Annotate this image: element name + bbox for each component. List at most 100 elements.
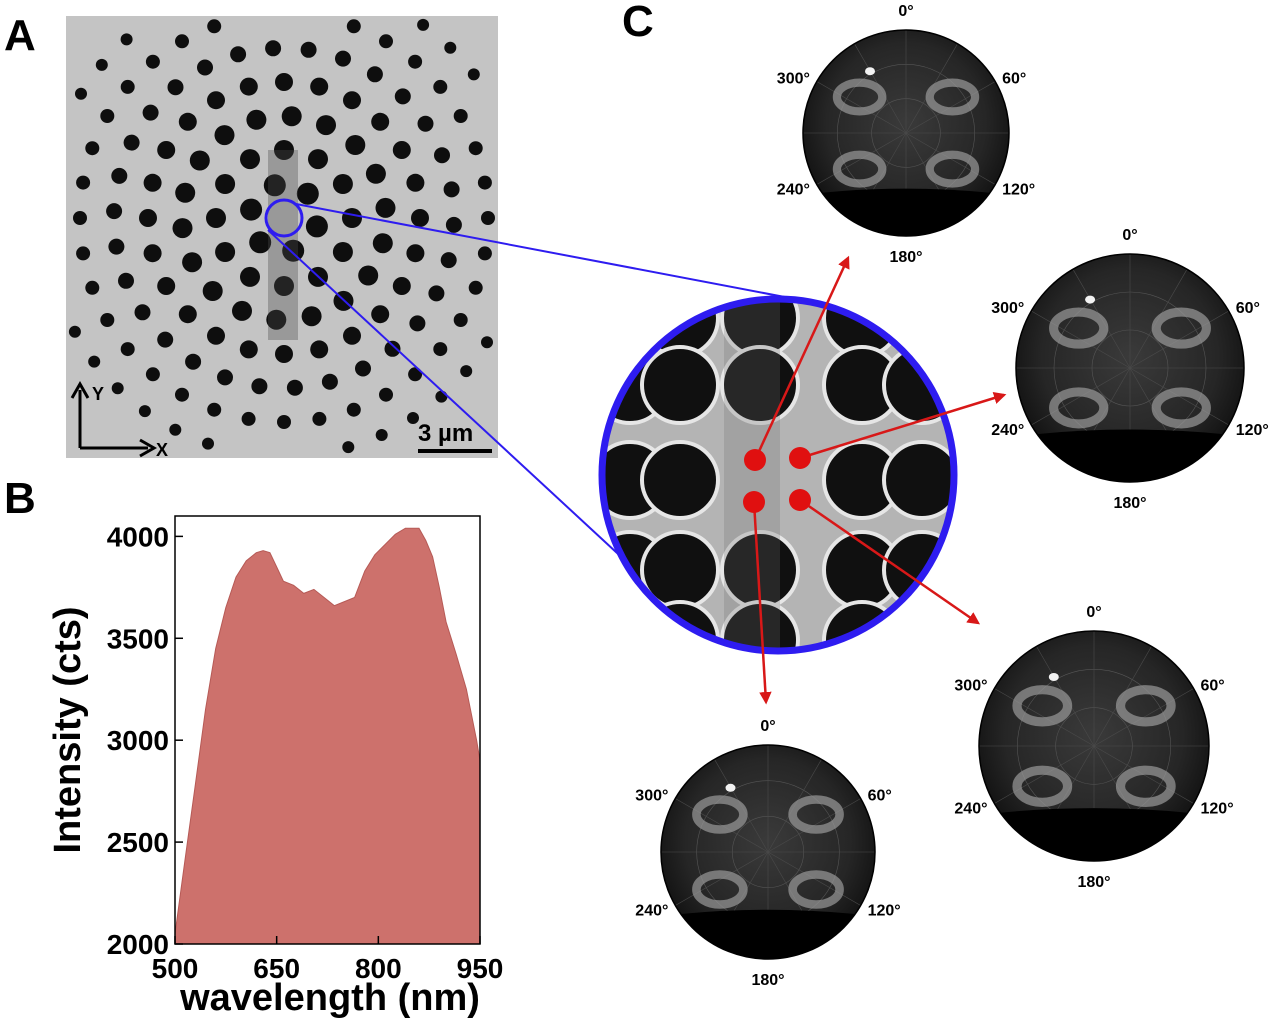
polar-angle-label: 0° xyxy=(1122,227,1137,244)
sem-hole xyxy=(230,46,247,63)
polar-angle-label: 0° xyxy=(1086,604,1101,621)
emission-lobe xyxy=(1012,765,1073,808)
sem-hole xyxy=(460,365,473,378)
sem-hole xyxy=(240,266,260,287)
polar-pattern-lower-right: 0° 60° 120° 180° 240° 300° xyxy=(954,604,1233,891)
sem-hole xyxy=(286,379,303,396)
sem-hole xyxy=(241,411,256,426)
sem-hole xyxy=(355,360,371,377)
polar-border xyxy=(978,630,1210,862)
sem-hole xyxy=(282,239,305,262)
polar-spoke xyxy=(1093,688,1194,747)
arrow-to-lower-right-pattern xyxy=(799,498,981,625)
sem-hole xyxy=(265,40,282,57)
y-tick-label: 2000 xyxy=(107,929,169,960)
sem-hole xyxy=(392,277,411,295)
sem-hole xyxy=(453,313,468,327)
sem-hole xyxy=(365,163,386,184)
xy-axes-indicator xyxy=(70,380,158,458)
sem-hole xyxy=(275,345,293,363)
spectrum-chart: 500 650 800 950 2000 2500 3000 3500 4000 wavelen… xyxy=(47,515,504,1019)
sem-hole xyxy=(88,355,101,368)
polar-angle-label: 120° xyxy=(1002,182,1035,199)
sem-hole xyxy=(477,246,492,261)
polar-pattern-top: 0° 60° 120° 180° 240° 300° xyxy=(777,3,1035,266)
sem-hole xyxy=(178,305,197,324)
sem-hole xyxy=(239,340,258,359)
magnified-hole xyxy=(640,600,720,651)
polar-angle-label: 60° xyxy=(1002,71,1026,88)
polar-angle-label: 120° xyxy=(868,903,901,920)
sem-hole xyxy=(100,313,115,327)
sem-hole xyxy=(232,300,252,321)
sem-hole xyxy=(167,79,184,96)
sem-hole xyxy=(411,209,429,227)
sem-hole xyxy=(332,242,353,262)
sem-hole xyxy=(157,331,174,348)
polar-angle-label: 240° xyxy=(991,422,1024,439)
sem-hole xyxy=(120,79,135,94)
polar-angle-label: 60° xyxy=(1201,678,1225,695)
polar-pattern-right: 0° 60° 120° 180° 240° 300° xyxy=(991,227,1269,512)
polar-shadow-segment xyxy=(1037,429,1223,483)
emission-lobe xyxy=(1049,387,1109,429)
y-tick-label: 3500 xyxy=(107,623,169,654)
sem-hole xyxy=(343,326,361,345)
sem-hole xyxy=(202,281,223,301)
x-tick-label: 650 xyxy=(253,953,300,984)
sem-hole xyxy=(281,106,302,127)
sem-hole xyxy=(169,423,182,436)
sem-hole xyxy=(477,175,492,190)
magnified-hole xyxy=(640,440,720,520)
arrow-to-right-pattern xyxy=(799,391,1007,460)
measure-point-2 xyxy=(789,447,811,469)
sem-hole xyxy=(312,411,327,426)
sem-hole xyxy=(123,134,140,151)
zoom-line-upper xyxy=(295,203,791,299)
polar-angle-label: 180° xyxy=(751,972,784,989)
sem-hole xyxy=(358,265,379,286)
x-axis-title: wavelength (nm) xyxy=(179,977,480,1019)
axis-y-label: Y xyxy=(92,384,104,404)
polar-angle-label: 300° xyxy=(991,300,1024,317)
polar-spoke xyxy=(994,688,1095,747)
magnified-hole xyxy=(882,440,954,520)
sem-hole xyxy=(142,104,159,121)
sem-hole xyxy=(435,390,448,403)
sem-hole xyxy=(408,54,423,69)
polar-border xyxy=(1015,253,1245,483)
sem-hole xyxy=(76,175,91,190)
sem-hole xyxy=(467,68,480,81)
sem-hole xyxy=(481,211,495,225)
sem-hole xyxy=(157,277,176,295)
sem-hole xyxy=(108,238,125,255)
sem-hole xyxy=(266,309,287,330)
sem-hole xyxy=(111,167,128,184)
sem-hole xyxy=(76,246,91,261)
sem-hole xyxy=(444,41,457,54)
scale-bar-label: 3 µm xyxy=(418,420,473,447)
polar-angle-label: 0° xyxy=(760,718,775,735)
polar-angle-label: 180° xyxy=(889,249,922,266)
sem-hole xyxy=(182,252,203,273)
panel-label-a: A xyxy=(4,11,36,60)
sem-hole xyxy=(178,112,197,131)
sem-hole xyxy=(197,59,213,76)
sem-hole xyxy=(263,174,286,197)
sem-hole xyxy=(305,215,328,238)
sem-hole xyxy=(207,91,225,110)
axis-ticks: 500 650 800 950 2000 2500 3000 3500 4000 xyxy=(107,521,504,984)
y-tick-label: 4000 xyxy=(107,521,169,552)
sem-hole xyxy=(428,285,445,302)
sem-hole xyxy=(384,340,401,357)
sem-hole xyxy=(453,109,468,123)
plot-frame xyxy=(174,515,481,945)
sem-hole xyxy=(240,198,263,221)
sem-hole xyxy=(175,34,189,49)
sem-hole xyxy=(310,77,329,96)
sem-hole xyxy=(239,77,258,96)
sem-hole xyxy=(392,141,411,159)
y-tick-label: 3000 xyxy=(107,725,169,756)
polar-angle-label: 180° xyxy=(1113,495,1146,512)
measure-point-3 xyxy=(743,491,765,513)
